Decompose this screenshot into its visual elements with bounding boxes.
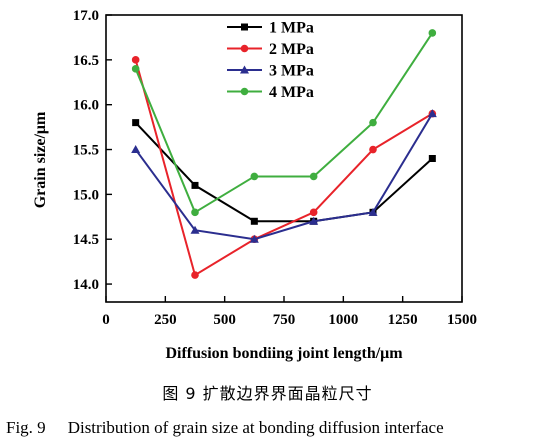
- legend-marker: [240, 44, 249, 53]
- x-axis-title: Diffusion bondiing joint length/μm: [165, 345, 403, 362]
- figure-caption-chinese: 图 9 扩散边界界面晶粒尺寸: [162, 384, 373, 403]
- legend-marker: [240, 87, 249, 96]
- data-point: [309, 172, 318, 181]
- series-line: [134, 113, 434, 241]
- legend-entry: 2 MPa: [227, 41, 314, 58]
- data-point: [309, 208, 318, 217]
- legend-entry: 1 MPa: [227, 20, 314, 37]
- series-4: [131, 29, 437, 217]
- chart-axes: 0 250 500 750 1000 1250 1500 14.0 14.5 15.0 15.5 16…: [73, 8, 477, 328]
- data-point: [250, 217, 258, 225]
- series-line: [134, 59, 433, 277]
- data-point: [191, 271, 199, 279]
- legend-marker: [241, 23, 248, 31]
- y-tick-label: 16.0: [73, 98, 99, 114]
- y-axis-title: Grain size/μm: [32, 111, 49, 208]
- legend-entry: 4 MPa: [227, 84, 314, 101]
- y-tick-label: 16.5: [73, 53, 99, 69]
- legend-label: 4 MPa: [269, 84, 314, 101]
- series-3: [131, 109, 437, 243]
- data-point: [191, 208, 199, 217]
- series-line: [134, 121, 434, 223]
- series-line: [134, 32, 434, 214]
- x-tick-label: 750: [273, 312, 296, 328]
- x-tick-label: 500: [213, 312, 236, 328]
- data-point: [191, 181, 199, 189]
- figure-caption-text: Distribution of grain size at bonding di…: [67, 418, 444, 437]
- y-tick-label: 17.0: [73, 8, 99, 24]
- data-point: [368, 207, 378, 216]
- plot-frame: [105, 14, 463, 303]
- y-tick-label: 14.5: [73, 232, 99, 248]
- data-point: [131, 65, 140, 73]
- x-tick-label: 1000: [328, 312, 358, 328]
- legend-label: 1 MPa: [269, 20, 314, 37]
- y-tick-label: 15.5: [73, 143, 99, 159]
- data-point: [132, 119, 140, 127]
- x-tick-label: 250: [154, 312, 177, 328]
- grain-size-chart: 0 250 500 750 1000 1250 1500 14.0 14.5 15.0 15.5 16…: [32, 8, 477, 362]
- data-point: [250, 172, 259, 181]
- x-tick-label: 1250: [388, 312, 418, 328]
- figure-caption-label: Fig. 9: [6, 418, 46, 437]
- legend-label: 3 MPa: [269, 63, 314, 80]
- data-point: [249, 234, 259, 243]
- data-point: [190, 225, 200, 234]
- data-point: [369, 145, 377, 154]
- y-tick-label: 14.0: [73, 277, 99, 293]
- data-point: [428, 29, 437, 37]
- data-point: [427, 109, 437, 118]
- legend-entry: 3 MPa: [227, 63, 314, 80]
- x-tick-label: 1500: [447, 312, 477, 328]
- legend-label: 2 MPa: [269, 41, 314, 58]
- chart-legend: 1 MPa 2 MPa 3 MPa 4 MPa: [227, 20, 314, 101]
- data-point: [369, 118, 377, 127]
- data-point: [131, 145, 141, 154]
- figure-caption-english: Fig. 9 Distribution of grain size at bond…: [6, 418, 444, 438]
- data-point: [309, 216, 319, 225]
- series-layer: [131, 29, 437, 279]
- x-tick-label: 0: [102, 312, 110, 328]
- data-point: [428, 155, 436, 162]
- data-point: [131, 56, 140, 64]
- y-tick-label: 15.0: [73, 187, 99, 203]
- legend-marker: [240, 65, 249, 74]
